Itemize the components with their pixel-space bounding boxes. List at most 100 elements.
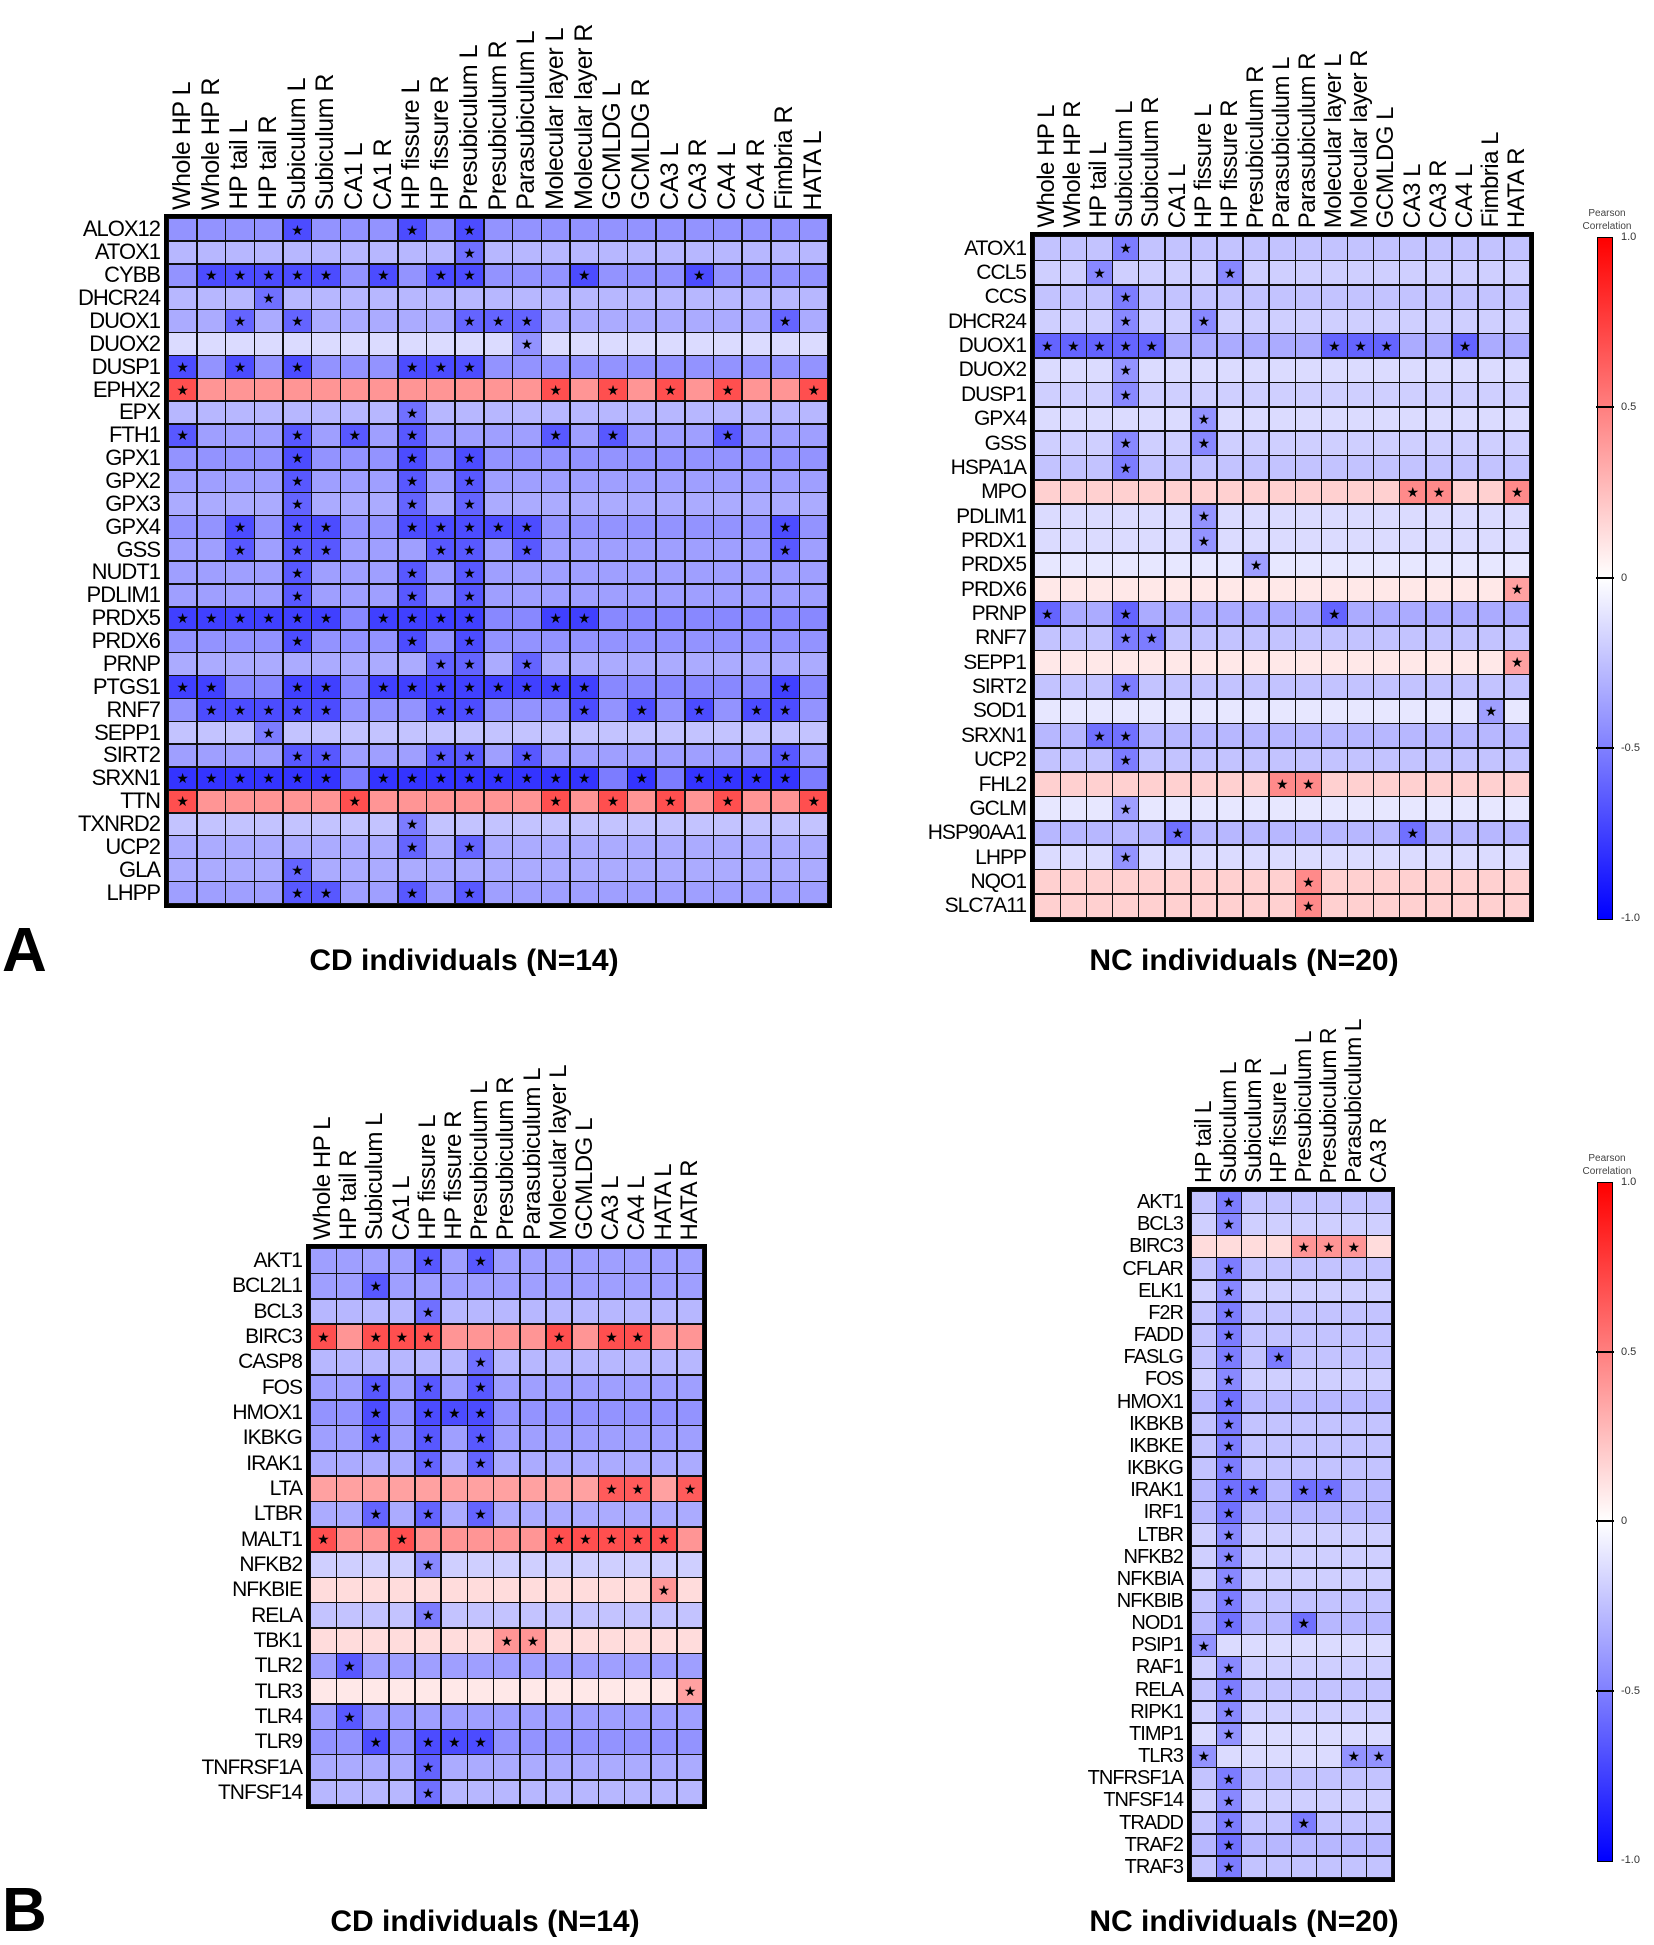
heatmap-cell <box>569 355 599 379</box>
heatmap-cell <box>362 1627 390 1654</box>
heatmap-cell <box>282 721 312 745</box>
heatmap-cell <box>388 1551 416 1578</box>
heatmap-cell <box>1347 309 1374 334</box>
heatmap-cell <box>336 1678 363 1705</box>
significance-star-icon: ★ <box>421 1379 435 1396</box>
heatmap-cell <box>1060 893 1087 919</box>
significance-star-icon: ★ <box>405 358 419 375</box>
heatmap-cell <box>1399 625 1427 651</box>
heatmap-cell <box>1425 260 1453 286</box>
heatmap-cell <box>493 1551 521 1578</box>
heatmap-cell <box>545 1703 573 1730</box>
heatmap-cell <box>1425 284 1453 310</box>
heatmap-cell <box>684 515 714 539</box>
heatmap-cell <box>1191 1501 1217 1524</box>
heatmap-cell: ★ <box>655 378 685 402</box>
significance-star-icon: ★ <box>1222 1571 1236 1588</box>
heatmap-cell: ★ <box>362 1425 390 1452</box>
heatmap-cell <box>1268 698 1296 724</box>
heatmap-cell <box>684 446 714 471</box>
heatmap-cell <box>1295 357 1322 383</box>
heatmap-cell <box>362 1754 390 1781</box>
heatmap-cell <box>340 240 370 265</box>
significance-star-icon: ★ <box>692 701 706 718</box>
heatmap-cell <box>483 469 513 493</box>
heatmap-cell <box>1425 893 1453 919</box>
heatmap-cell <box>1034 893 1061 919</box>
heatmap-cell <box>254 423 284 448</box>
significance-star-icon: ★ <box>1322 1482 1336 1499</box>
heatmap-cell <box>1291 1789 1317 1812</box>
heatmap-cell <box>311 423 341 448</box>
heatmap-cell <box>441 1450 468 1477</box>
heatmap-cell <box>1425 455 1453 481</box>
heatmap-cell <box>1112 528 1139 554</box>
column-label: HP tail R <box>253 116 282 210</box>
heatmap-cell: ★ <box>1216 1279 1242 1303</box>
row-label: DUOX2 <box>958 358 1027 382</box>
heatmap-grid: ★ ★ ★ ★ ★ ★ ★ ★ ★ ★ ★ ★ ★ ★ ★ ★ ★ ★ ★ ★ ★ ★ ★ ★ ★ ★ ★ ★ ★ ★ ★ ★ ★ ★ ★ ★ ★ ★ ★ ★… <box>1187 1187 1395 1882</box>
heatmap-cell <box>336 1627 363 1654</box>
heatmap-cell <box>627 583 657 608</box>
heatmap-cell <box>1138 577 1165 602</box>
significance-star-icon: ★ <box>500 1632 514 1649</box>
heatmap-cell <box>572 1374 599 1401</box>
significance-star-icon: ★ <box>1458 337 1472 354</box>
heatmap-cell <box>1321 650 1348 675</box>
heatmap-cell <box>426 286 456 310</box>
significance-star-icon: ★ <box>405 427 419 444</box>
heatmap-cell <box>1291 1678 1317 1702</box>
heatmap-cell: ★ <box>1291 1612 1317 1635</box>
heatmap-cell <box>1266 1323 1292 1347</box>
heatmap-cell <box>713 835 743 859</box>
heatmap-cell <box>483 332 513 356</box>
significance-star-icon: ★ <box>1222 1460 1236 1477</box>
heatmap-cell <box>1266 1700 1292 1724</box>
heatmap-cell <box>1347 236 1374 261</box>
heatmap-cell <box>1503 309 1531 334</box>
heatmap-cell <box>1477 771 1505 797</box>
significance-star-icon: ★ <box>319 884 333 901</box>
heatmap-cell <box>1060 674 1087 700</box>
heatmap-cell <box>627 606 657 631</box>
significance-star-icon: ★ <box>421 1759 435 1776</box>
heatmap-cell <box>741 492 772 516</box>
significance-star-icon: ★ <box>778 518 792 535</box>
heatmap-cell <box>1138 455 1165 481</box>
heatmap-cell <box>1268 796 1296 822</box>
heatmap-cell <box>336 1754 363 1781</box>
heatmap-cell <box>1321 869 1348 895</box>
heatmap-cell <box>569 492 599 516</box>
heatmap-cell <box>541 835 571 859</box>
heatmap-cell: ★ <box>1216 1479 1242 1502</box>
colorbar-tick-mark <box>1596 1520 1614 1522</box>
heatmap-cell <box>1241 1323 1267 1347</box>
column-label: Parasubiculum L <box>1340 1019 1366 1183</box>
significance-star-icon: ★ <box>1222 1814 1236 1831</box>
heatmap-cell <box>1321 723 1348 748</box>
heatmap-cell: ★ <box>1477 698 1505 724</box>
heatmap-cell <box>196 743 226 768</box>
heatmap-cell <box>310 1678 337 1705</box>
heatmap-cell <box>650 1678 678 1705</box>
heatmap-cell <box>340 743 370 768</box>
significance-star-icon: ★ <box>1222 1415 1236 1432</box>
heatmap-cell <box>1034 528 1061 554</box>
heatmap-cell <box>572 1577 599 1603</box>
heatmap-cell <box>1190 869 1218 895</box>
significance-star-icon: ★ <box>474 1354 487 1371</box>
heatmap-cell <box>1341 1257 1367 1281</box>
row-label: LTBR <box>253 1502 303 1526</box>
heatmap-cell <box>1266 1545 1292 1569</box>
heatmap-cell <box>684 858 714 882</box>
heatmap-cell <box>397 858 427 882</box>
heatmap-a-cd-title: CD individuals (N=14) <box>309 944 619 977</box>
heatmap-cell: ★ <box>414 1551 442 1578</box>
heatmap-cell <box>627 492 657 516</box>
row-label: NFKBIB <box>1116 1589 1184 1612</box>
row-label: FOS <box>261 1375 303 1399</box>
heatmap-cell <box>1164 503 1192 529</box>
heatmap-cell: ★ <box>414 1298 442 1325</box>
row-label: PRNP <box>102 650 161 676</box>
significance-star-icon: ★ <box>421 1252 435 1269</box>
